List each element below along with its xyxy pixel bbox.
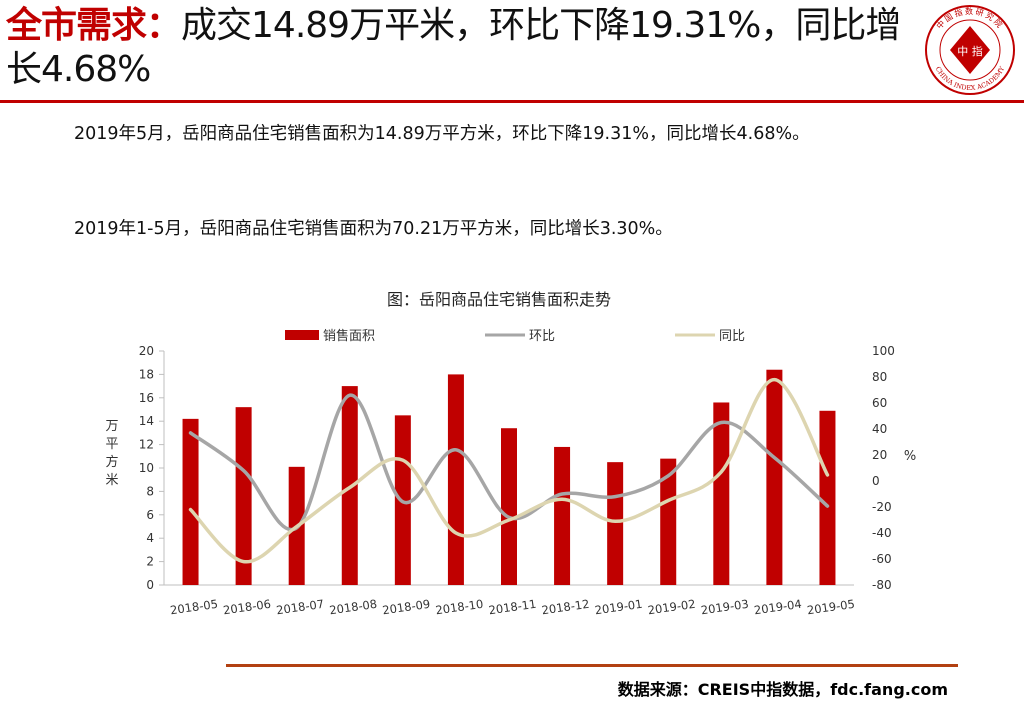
x-tick-label: 2018-07 (275, 597, 325, 618)
left-tick-label: 16 (139, 391, 154, 405)
data-source: 数据来源：CREIS中指数据，fdc.fang.com (617, 680, 948, 699)
right-tick-label: 60 (872, 396, 887, 410)
series-line-2 (188, 377, 830, 564)
right-tick-label: 40 (872, 422, 887, 436)
left-tick-label: 20 (139, 344, 154, 358)
left-tick-label: 8 (146, 484, 154, 498)
legend-label-bar: 销售面积 (323, 328, 375, 344)
title-rule (0, 100, 1024, 103)
right-tick-label: 0 (872, 474, 880, 488)
legend-label-line-1: 环比 (529, 329, 555, 344)
chart-title: 图：岳阳商品住宅销售面积走势 (387, 290, 611, 309)
left-tick-label: 2 (146, 555, 154, 569)
bar-2018-05 (182, 418, 199, 585)
bar-2018-06 (235, 407, 252, 585)
x-tick-label: 2019-05 (806, 597, 856, 618)
bar-2019-04 (766, 369, 783, 585)
left-tick-label: 12 (139, 438, 154, 452)
right-tick-label: 80 (872, 370, 887, 384)
china-index-academy-logo: 中 指 中国指数研究院 CHINA INDEX ACADEMY (925, 5, 1015, 95)
left-tick-label: 6 (146, 508, 154, 522)
title-text: 成交14.89万平米，环比下降19.31%，同比增长4.68% (6, 5, 901, 90)
x-tick-label: 2019-01 (594, 597, 644, 618)
legend-label-line-2: 同比 (719, 329, 745, 344)
right-tick-label: -20 (872, 500, 892, 514)
bar-2018-10 (447, 374, 464, 585)
x-tick-label: 2019-04 (753, 597, 803, 618)
x-tick-label: 2018-05 (169, 597, 219, 618)
summary-paragraph-monthly: 2019年5月，岳阳商品住宅销售面积为14.89万平方米，环比下降19.31%，… (74, 124, 810, 144)
legend-swatch-bar (285, 330, 319, 340)
right-tick-label: -40 (872, 526, 892, 540)
x-tick-label: 2018-10 (435, 597, 485, 618)
title-accent: 全市需求： (6, 5, 182, 46)
right-tick-label: 20 (872, 448, 887, 462)
left-tick-label: 18 (139, 367, 154, 381)
bar-2018-11 (501, 428, 517, 585)
bar-2019-03 (713, 402, 730, 585)
x-tick-label: 2018-09 (382, 597, 432, 618)
slide-title: 全市需求：成交14.89万平米，环比下降19.31%，同比增长4.68% (6, 4, 906, 92)
bar-2018-12 (554, 446, 571, 585)
summary-paragraph-ytd: 2019年1-5月，岳阳商品住宅销售面积为70.21万平方米，同比增长3.30%… (74, 219, 673, 239)
left-tick-label: 0 (146, 578, 154, 592)
x-tick-label: 2019-02 (647, 597, 697, 618)
right-tick-label: -60 (872, 552, 892, 566)
logo-center-text: 中 指 (957, 44, 983, 58)
left-tick-label: 10 (139, 461, 154, 475)
left-tick-label: 4 (146, 531, 154, 545)
bar-2019-01 (607, 462, 624, 585)
y-axis-label: 万平方米 (105, 419, 118, 488)
right-tick-label: -80 (872, 578, 892, 592)
right-tick-label: 100 (872, 344, 895, 358)
y2-axis-label: % (904, 449, 916, 464)
footer-rule (226, 664, 958, 667)
x-tick-label: 2018-06 (222, 597, 272, 618)
x-tick-label: 2019-03 (700, 597, 750, 618)
x-tick-label: 2018-12 (541, 597, 591, 618)
x-tick-label: 2018-08 (328, 597, 378, 618)
bar-2019-02 (660, 458, 677, 585)
x-tick-label: 2018-11 (488, 597, 538, 618)
left-tick-label: 14 (139, 414, 154, 428)
bar-2019-05 (819, 410, 836, 585)
